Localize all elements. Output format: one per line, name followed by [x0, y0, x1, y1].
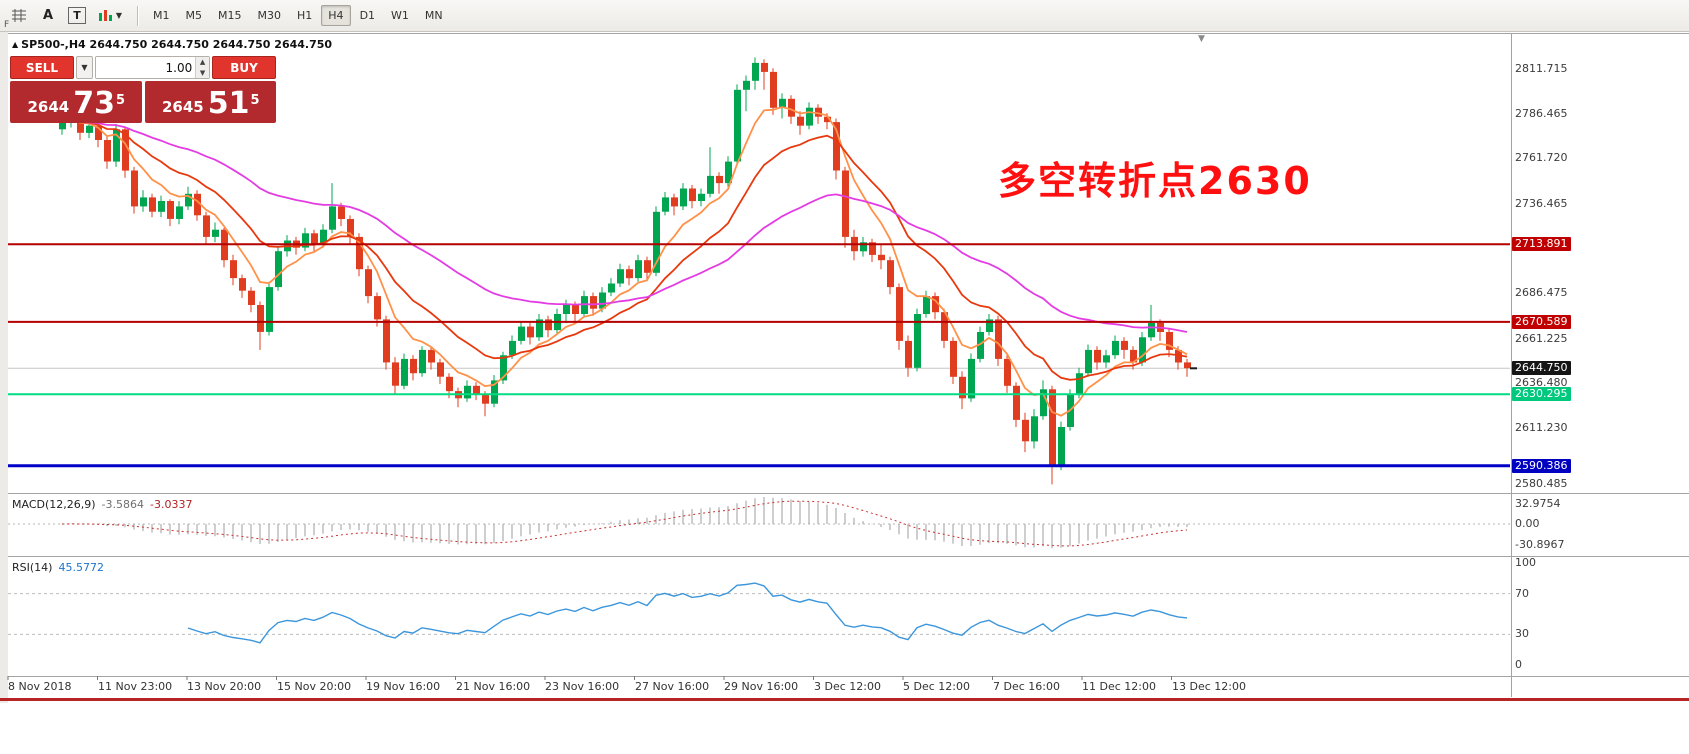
macd-axis-label: 0.00	[1515, 517, 1540, 530]
window-left-edge	[0, 32, 8, 703]
rsi-name: RSI(14)	[12, 561, 53, 574]
text-label-tool-glyph: T	[68, 7, 86, 24]
collapse-arrow-icon[interactable]: ▲	[12, 40, 19, 49]
indicators-icon	[98, 9, 112, 21]
rsi-axis-label: 30	[1515, 627, 1529, 640]
chevron-down-icon: ▼	[81, 63, 88, 72]
buy-price-pipette: 5	[250, 93, 260, 108]
rsi-indicator-label: RSI(14) 45.5772	[12, 561, 104, 574]
grid-icon[interactable]	[6, 5, 32, 27]
timeframe-button-m5[interactable]: M5	[185, 9, 203, 22]
moving-averages-layer	[61, 106, 1188, 417]
text-annotation-tool[interactable]: A	[42, 8, 54, 23]
volume-dropdown-button[interactable]: ▼	[76, 56, 93, 79]
price-axis-label-green: 2630.295	[1512, 387, 1571, 401]
macd-axis-label: -30.8967	[1515, 538, 1565, 551]
price-axis-label: 2636.480	[1515, 376, 1568, 389]
volume-input[interactable]	[96, 57, 196, 78]
timeframe-group: M1 M5 M15 M30 H1 H4 D1 W1 MN	[146, 5, 452, 26]
timeframe-button-m1[interactable]: M1	[153, 9, 170, 22]
price-axis-label-red: 2713.891	[1512, 237, 1571, 251]
trade-controls-row: SELL ▼ ▲ ▼ BUY	[10, 56, 276, 79]
trade-prices-row: 2644 73 5 2645 51 5	[10, 81, 276, 123]
chart-annotation-text[interactable]: 多空转折点2630	[998, 159, 1312, 203]
macd-indicator-label: MACD(12,26,9) -3.5864 -3.0337	[12, 498, 192, 511]
volume-increase-button[interactable]: ▲	[196, 57, 209, 68]
grid-icon-glyph	[12, 8, 26, 22]
text-label-tool[interactable]: T	[64, 5, 90, 27]
chart-top-border	[8, 33, 1689, 34]
buy-price-display[interactable]: 2645 51 5	[144, 81, 276, 123]
rsi-axis-label: 70	[1515, 587, 1529, 600]
macd-signal-value: -3.0337	[150, 498, 193, 511]
rsi-axis-label: 100	[1515, 556, 1536, 569]
sell-price-pips: 73	[73, 86, 115, 121]
chart-shift-marker[interactable]: ▼	[1198, 34, 1205, 44]
macd-layer	[8, 497, 1510, 549]
macd-axis-label: 32.9754	[1515, 497, 1561, 510]
timeframe-button-m30[interactable]: M30	[257, 9, 282, 22]
price-axis-label-current: 2644.750	[1512, 361, 1571, 375]
sell-button[interactable]: SELL	[10, 56, 74, 79]
price-axis-label: 2811.715	[1515, 62, 1568, 75]
timeframe-button-mn[interactable]: MN	[424, 9, 443, 22]
sell-price-display[interactable]: 2644 73 5	[10, 81, 142, 123]
window-bottom-line	[0, 698, 1689, 701]
timeframe-button-w1[interactable]: W1	[391, 9, 409, 22]
timeframe-button-h1[interactable]: H1	[297, 9, 313, 22]
toolbar: A T ▼ M1 M5 M15 M30 H1 H4 D1 W1 MN	[0, 0, 1689, 32]
docked-panel-label: F	[4, 20, 10, 30]
buy-button[interactable]: BUY	[212, 56, 276, 79]
volume-spinner: ▲ ▼	[195, 57, 209, 78]
price-axis-label: 2580.485	[1515, 477, 1568, 490]
price-axis-label: 2736.465	[1515, 197, 1568, 210]
volume-field: ▲ ▼	[95, 56, 210, 79]
price-axis-label: 2611.230	[1515, 421, 1568, 434]
time-ticks-layer	[7, 676, 1172, 680]
chevron-down-icon: ▼	[115, 11, 123, 20]
indicators-button[interactable]: ▼	[93, 5, 127, 27]
sell-price-pipette: 5	[115, 93, 126, 108]
time-axis-border	[8, 676, 1689, 677]
volume-decrease-button[interactable]: ▼	[196, 67, 209, 78]
rsi-value: 45.5772	[58, 561, 104, 574]
rsi-panel-separator[interactable]	[8, 556, 1689, 557]
buy-price-pips: 51	[207, 86, 250, 121]
sell-price-integer: 2644	[27, 98, 70, 116]
price-axis-label: 2661.225	[1515, 332, 1568, 345]
timeframe-button-m15[interactable]: M15	[218, 9, 242, 22]
price-axis-label-red: 2670.589	[1512, 315, 1571, 329]
price-axis-label: 2761.720	[1515, 151, 1568, 164]
macd-panel-separator[interactable]	[8, 493, 1689, 494]
price-axis-label: 2686.475	[1515, 286, 1568, 299]
price-axis[interactable]: 2811.715 2786.465 2761.720 2736.465 2713.891…	[1512, 0, 1688, 754]
timeframe-button-d1[interactable]: D1	[359, 9, 376, 22]
rsi-axis-label: 0	[1515, 658, 1522, 671]
toolbar-separator	[137, 5, 139, 26]
buy-price-integer: 2645	[161, 98, 204, 116]
ohlc-text: SP500-,H4 2644.750 2644.750 2644.750 264…	[21, 38, 333, 51]
price-axis-label: 2786.465	[1515, 107, 1568, 120]
price-axis-border	[1511, 33, 1512, 697]
rsi-layer	[8, 582, 1510, 644]
symbol-ohlc-header: ▲ SP500-,H4 2644.750 2644.750 2644.750 26…	[12, 38, 332, 51]
level-lines-layer	[8, 243, 1510, 468]
timeframe-button-h4[interactable]: H4	[321, 5, 351, 26]
macd-name: MACD(12,26,9)	[12, 498, 96, 511]
price-axis-label-blue: 2590.386	[1512, 459, 1571, 473]
macd-main-value: -3.5864	[101, 498, 145, 511]
